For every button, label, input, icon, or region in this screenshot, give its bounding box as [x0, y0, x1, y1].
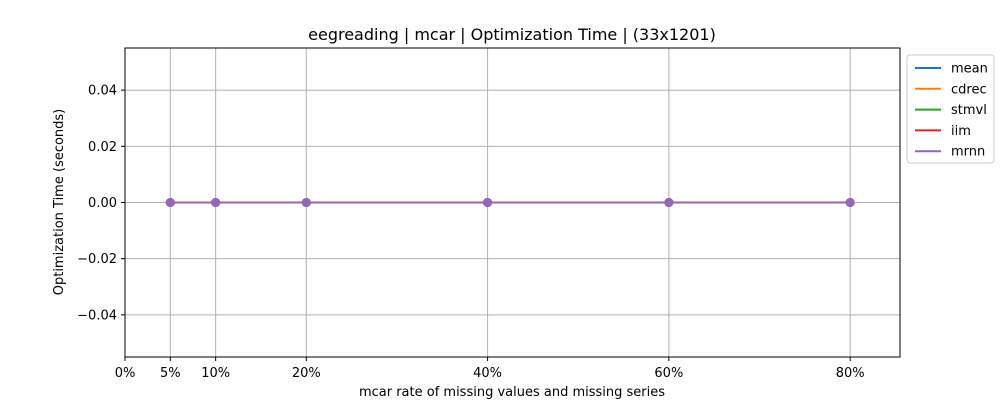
legend-label-iim: iim: [951, 124, 971, 139]
y-tick-label: 0.04: [88, 84, 117, 99]
chart-title: eegreading | mcar | Optimization Time | …: [308, 25, 716, 44]
legend-label-mean: mean: [951, 62, 988, 77]
x-tick-label: 5%: [160, 366, 181, 381]
series-point-mrnn: [483, 198, 492, 207]
x-tick-label: 10%: [201, 366, 230, 381]
legend-label-stmvl: stmvl: [951, 103, 987, 118]
series-point-mrnn: [166, 198, 175, 207]
y-tick-label: −0.04: [77, 308, 117, 323]
x-tick-label: 0%: [115, 366, 136, 381]
x-tick-label: 80%: [836, 366, 865, 381]
x-axis-label: mcar rate of missing values and missing …: [359, 385, 665, 400]
x-tick-label: 60%: [654, 366, 683, 381]
series-point-mrnn: [302, 198, 311, 207]
y-axis-label: Optimization Time (seconds): [52, 109, 67, 296]
series-point-mrnn: [211, 198, 220, 207]
y-tick-label: 0.02: [88, 140, 117, 155]
series-point-mrnn: [846, 198, 855, 207]
legend: mean cdrec stmvl iim mrnn: [907, 55, 994, 163]
x-tick-label: 20%: [292, 366, 321, 381]
y-tick-label: −0.02: [77, 252, 117, 267]
y-tick-label: 0.00: [88, 196, 117, 211]
legend-label-mrnn: mrnn: [951, 145, 985, 160]
series-point-mrnn: [664, 198, 673, 207]
legend-label-cdrec: cdrec: [951, 82, 987, 97]
x-tick-label: 40%: [473, 366, 502, 381]
